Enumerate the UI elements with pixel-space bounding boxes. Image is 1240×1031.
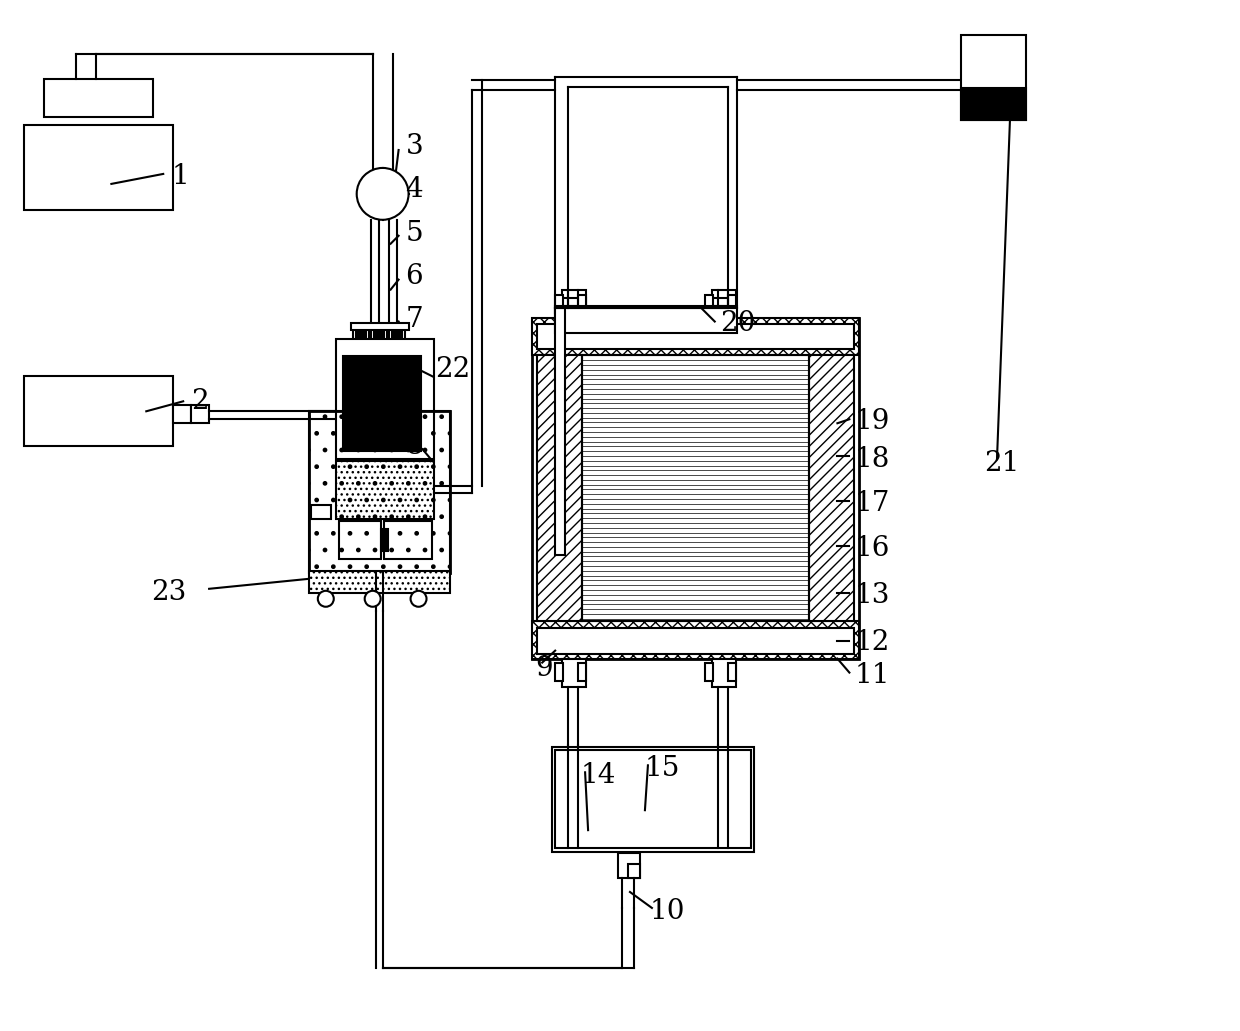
Bar — [562, 298, 587, 305]
Bar — [556, 751, 750, 849]
Bar — [728, 663, 735, 680]
Bar — [582, 356, 810, 621]
Bar — [537, 356, 582, 621]
Text: 16: 16 — [854, 535, 890, 562]
Bar — [532, 318, 859, 356]
Bar — [556, 663, 563, 680]
Bar — [562, 290, 587, 318]
Text: 23: 23 — [151, 579, 186, 606]
Circle shape — [317, 591, 334, 607]
Bar — [24, 376, 174, 446]
Text: 18: 18 — [854, 445, 890, 472]
Bar — [537, 324, 854, 350]
Bar — [552, 747, 754, 852]
Bar — [537, 628, 854, 654]
Bar — [24, 125, 174, 210]
Bar — [342, 357, 420, 452]
Bar — [309, 571, 450, 593]
Text: 10: 10 — [650, 898, 686, 926]
Text: 19: 19 — [854, 407, 890, 435]
Text: 5: 5 — [405, 221, 423, 247]
Text: 21: 21 — [985, 450, 1019, 476]
Bar — [174, 405, 191, 424]
Bar — [351, 323, 408, 330]
Bar — [388, 328, 404, 343]
Bar — [556, 305, 737, 333]
Bar — [373, 331, 383, 340]
Bar — [961, 35, 1025, 120]
Bar — [532, 318, 859, 659]
Bar — [578, 663, 587, 680]
Bar — [383, 521, 432, 559]
Bar — [309, 411, 450, 573]
Bar — [556, 295, 563, 312]
Bar — [381, 529, 388, 551]
Bar — [43, 79, 154, 118]
Text: 3: 3 — [405, 133, 423, 161]
Text: 7: 7 — [405, 306, 423, 333]
Text: 4: 4 — [405, 176, 423, 203]
Bar — [712, 298, 735, 305]
Bar — [712, 659, 735, 687]
Text: 20: 20 — [719, 310, 755, 337]
Text: 9: 9 — [536, 655, 553, 683]
Bar — [392, 331, 402, 340]
Text: 12: 12 — [854, 629, 890, 656]
Text: 8: 8 — [405, 433, 423, 460]
Bar — [371, 328, 387, 343]
Bar — [704, 295, 713, 312]
Bar — [961, 89, 1025, 120]
Text: 17: 17 — [854, 490, 890, 517]
Circle shape — [365, 591, 381, 607]
Text: 11: 11 — [854, 662, 890, 689]
Circle shape — [410, 591, 427, 607]
Text: 6: 6 — [405, 263, 423, 290]
Bar — [562, 659, 587, 687]
Bar — [311, 505, 331, 519]
Bar — [712, 290, 735, 318]
Bar — [627, 864, 640, 878]
Bar — [618, 853, 640, 878]
Bar — [339, 521, 381, 559]
Bar — [336, 461, 434, 519]
Bar — [810, 356, 854, 621]
Bar — [728, 295, 735, 312]
Bar — [309, 411, 450, 573]
Bar — [578, 295, 587, 312]
Bar — [352, 328, 368, 343]
Text: 1: 1 — [171, 164, 188, 191]
Text: 14: 14 — [580, 762, 615, 789]
Bar — [191, 405, 210, 424]
Text: 15: 15 — [645, 755, 681, 781]
Circle shape — [357, 168, 408, 220]
Bar — [356, 331, 366, 340]
Text: 22: 22 — [435, 356, 471, 383]
Bar — [532, 621, 859, 659]
Text: 2: 2 — [191, 388, 208, 414]
Bar — [556, 307, 565, 555]
Bar — [704, 663, 713, 680]
Text: 13: 13 — [854, 583, 890, 609]
Bar — [336, 339, 434, 459]
